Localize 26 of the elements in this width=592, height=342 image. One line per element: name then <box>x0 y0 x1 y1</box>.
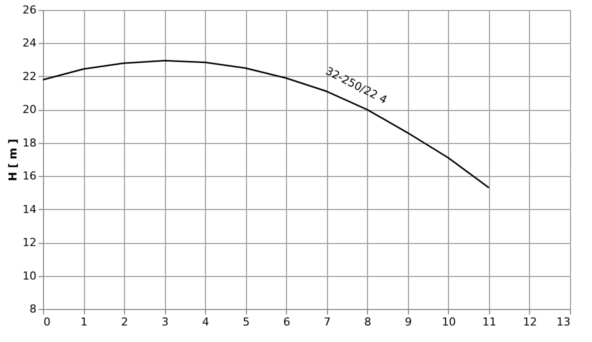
y-tick-label: 22 <box>22 70 36 83</box>
y-tick-label: 10 <box>22 269 36 282</box>
x-tick-label: 0 <box>44 316 50 328</box>
x-tick-label: 5 <box>242 316 250 328</box>
y-tick-label: 16 <box>22 170 36 183</box>
x-tick-label: 8 <box>364 316 372 328</box>
x-tick-label: 13 <box>556 316 570 328</box>
x-tick-label: 12 <box>522 316 537 328</box>
x-tick-label: 10 <box>442 316 456 328</box>
y-tick-label: 12 <box>22 236 36 250</box>
y-tick-label: 20 <box>22 103 36 116</box>
y-tick-label: 18 <box>22 136 36 150</box>
y-axis-title: H [ m ] <box>6 138 20 182</box>
x-tick-label: 1 <box>80 316 88 328</box>
x-tick-label: 7 <box>324 316 331 328</box>
y-tick-label: 26 <box>22 4 36 16</box>
x-tick-label: 4 <box>202 316 210 328</box>
x-tick-label: 11 <box>482 316 496 328</box>
y-tick-label: 14 <box>22 202 36 216</box>
x-tick-label: 2 <box>121 316 128 328</box>
y-tick-label: 8 <box>30 302 36 316</box>
x-tick-label: 3 <box>162 316 169 328</box>
x-tick-label: 6 <box>283 316 290 328</box>
y-tick-label: 24 <box>22 36 36 50</box>
x-tick-label: 9 <box>404 316 412 328</box>
line-series <box>42 60 490 188</box>
